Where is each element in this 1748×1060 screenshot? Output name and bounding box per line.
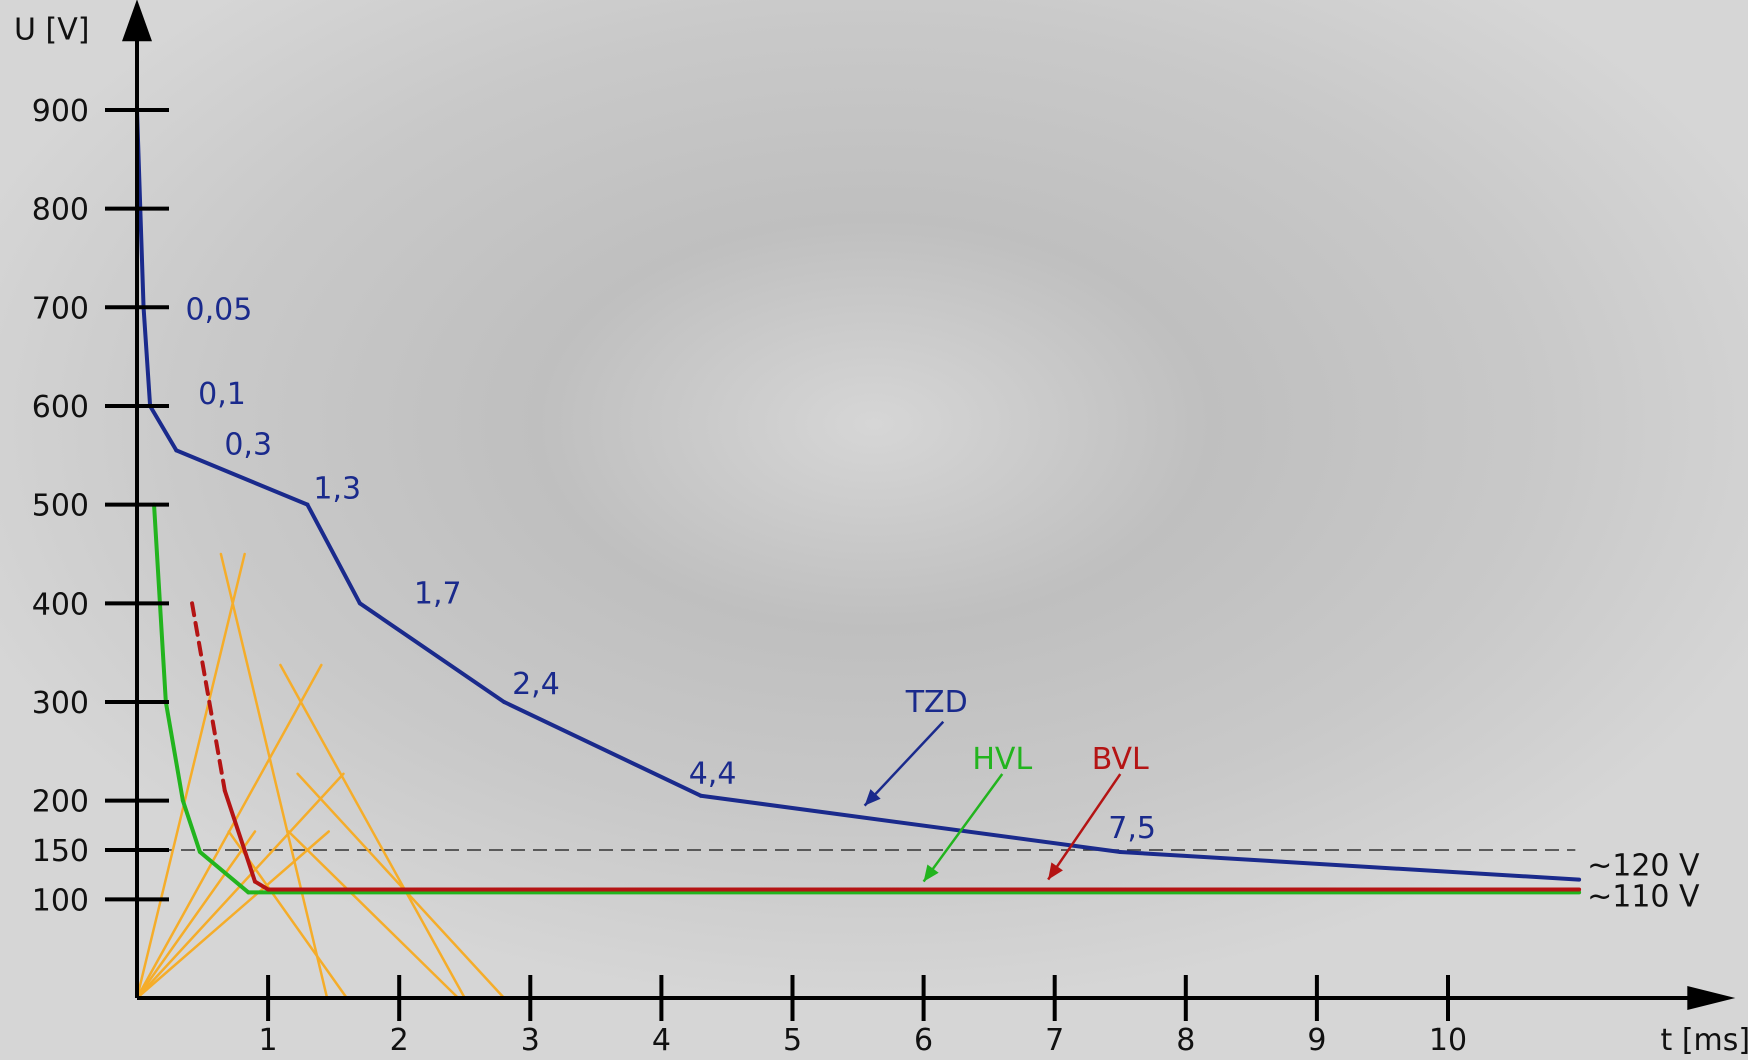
annotation-label-tzd: TZD: [905, 685, 968, 720]
x-tick-label-5: 5: [783, 1023, 802, 1058]
pulse-curve-1: [135, 552, 329, 999]
y-tick-label-200: 200: [32, 785, 89, 820]
series-bvl-segment-3: [252, 879, 271, 892]
annotation-label-hvl: HVL: [972, 742, 1032, 777]
y-tick-label-600: 600: [32, 390, 89, 425]
pulse-curve-3: [136, 772, 505, 999]
series-tzd-segment-9: [1118, 849, 1582, 882]
series-lines: [135, 107, 1582, 895]
series-tzd-segment-4: [174, 448, 310, 507]
y-tick-label-500: 500: [32, 489, 89, 524]
point-label-tzd-9: 7,5: [1108, 811, 1156, 846]
y-tick-label-800: 800: [32, 193, 89, 228]
y-tick-label-900: 900: [32, 94, 89, 129]
point-label-tzd-2: 0,05: [186, 292, 253, 327]
point-label-tzd-5: 1,3: [313, 472, 361, 507]
x-tick-label-10: 10: [1429, 1023, 1467, 1058]
y-tick-label-300: 300: [32, 686, 89, 721]
y-tick-label-100: 100: [32, 883, 89, 918]
x-tick-label-7: 7: [1045, 1023, 1064, 1058]
annotation-arrowhead-hvl: [923, 864, 939, 882]
point-label-tzd-3: 0,1: [198, 377, 246, 412]
annotation-arrow-hvl: [922, 773, 1004, 883]
end-label-hvl: ~110 V: [1587, 879, 1700, 914]
labels: 0,05 0,1 0,3 1,3 1,7 2,4 4,4 7,5 ~120 V~110 V TZD…: [186, 292, 1700, 914]
y-tick-label-150: 150: [32, 834, 89, 869]
pulse-curve-5: [136, 830, 460, 999]
series-bvl-segment-1: [190, 601, 227, 793]
series-tzd-segment-7: [502, 699, 703, 798]
point-label-tzd-6: 1,7: [414, 576, 462, 611]
x-axis-title: t [ms]: [1661, 1023, 1748, 1058]
x-tick-label-6: 6: [914, 1023, 933, 1058]
x-tick-label-4: 4: [652, 1023, 671, 1058]
series-hvl-segment-3: [180, 798, 202, 854]
y-tick-label-700: 700: [32, 291, 89, 326]
series-tzd-segment-8: [698, 793, 1123, 854]
series-tzd-segment-3: [148, 403, 179, 453]
point-label-tzd-4: 0,3: [224, 427, 272, 462]
series-hvl-segment-2: [163, 699, 185, 803]
x-tick-label-2: 2: [390, 1023, 409, 1058]
annotation-arrow-bvl: [1047, 773, 1122, 881]
y-tick-label-400: 400: [32, 587, 89, 622]
annotation-arrowhead-bvl: [1048, 862, 1063, 880]
series-hvl-segment-4: [197, 849, 251, 895]
x-axis-arrow: [1687, 986, 1736, 1010]
y-axis-title: U [V]: [14, 12, 89, 47]
point-label-tzd-8: 4,4: [689, 757, 737, 792]
x-tick-label-8: 8: [1176, 1023, 1195, 1058]
series-tzd-segment-6: [357, 601, 507, 704]
annotation-arrowhead-tzd: [864, 789, 881, 806]
annotation-label-bvl: BVL: [1092, 742, 1149, 777]
x-tick-label-9: 9: [1307, 1023, 1326, 1058]
series-tzd-segment-5: [305, 502, 362, 606]
axes: 1 2 3 4 5 6 7 8 9 10 100 150 200 300 400 500 600 700 800 90…: [14, 0, 1748, 1058]
series-tzd-segment-2: [141, 305, 153, 408]
point-label-tzd-7: 2,4: [512, 667, 560, 702]
x-tick-label-3: 3: [521, 1023, 540, 1058]
end-label-tzd: ~120 V: [1587, 849, 1700, 884]
series-bvl-segment-2: [222, 788, 257, 884]
y-axis-arrow: [122, 0, 152, 42]
x-tick-label-1: 1: [259, 1023, 278, 1058]
annotation-arrow-tzd: [863, 720, 945, 807]
